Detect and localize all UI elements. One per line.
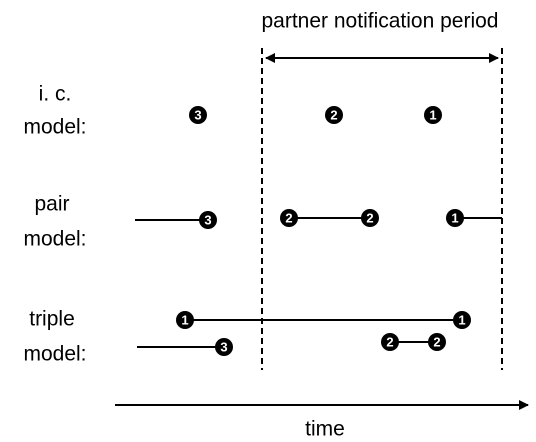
node (428, 333, 446, 351)
node (446, 209, 464, 227)
row-label: model: (23, 116, 86, 139)
node (325, 106, 343, 124)
row-label: i. c. (39, 83, 72, 106)
node-number: 3 (220, 339, 227, 354)
node-number: 2 (285, 210, 292, 225)
node (189, 106, 207, 124)
nodes: 3 2 1 3 2 2 1 1 1 3 2 2 (176, 106, 471, 356)
row-label: model: (23, 343, 86, 366)
node (361, 209, 379, 227)
node (453, 311, 471, 329)
node-number: 3 (204, 212, 211, 227)
node (424, 106, 442, 124)
node-number: 2 (366, 210, 373, 225)
node-number: 2 (330, 107, 337, 122)
node-number: 3 (194, 107, 201, 122)
node-number: 1 (458, 312, 465, 327)
row-label: triple (29, 308, 75, 331)
node-number: 1 (429, 107, 436, 122)
node (381, 333, 399, 351)
node (280, 209, 298, 227)
node-number: 2 (386, 334, 393, 349)
row-label: pair (34, 193, 69, 216)
node-number: 2 (433, 334, 440, 349)
node-number: 1 (181, 312, 188, 327)
row-label: model: (23, 228, 86, 251)
axis-label: time (305, 418, 345, 441)
node (215, 338, 233, 356)
node-number: 1 (451, 210, 458, 225)
node (176, 311, 194, 329)
period-label: partner notification period (262, 10, 499, 33)
node (199, 211, 217, 229)
